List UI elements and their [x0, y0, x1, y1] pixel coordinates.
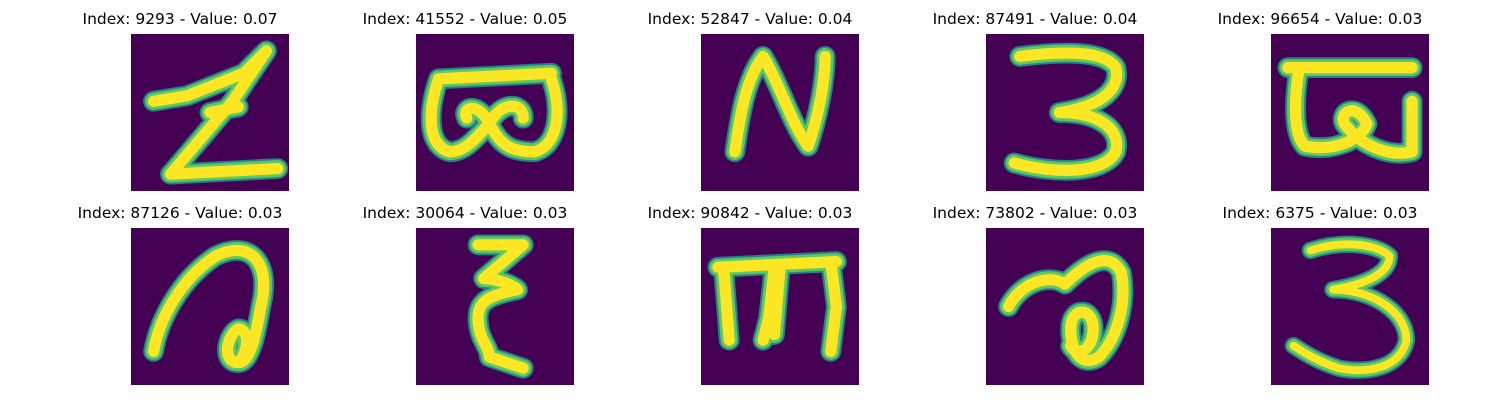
image-panel: Index: 52847 - Value: 0.04 [600, 0, 900, 191]
panel-title: Index: 73802 - Value: 0.03 [932, 204, 1138, 222]
panel-title: Index: 30064 - Value: 0.03 [362, 204, 568, 222]
image-panel: Index: 41552 - Value: 0.05 [315, 0, 615, 191]
panel-title: Index: 9293 - Value: 0.07 [82, 10, 278, 28]
glyph-image [701, 34, 859, 191]
glyph-image [131, 228, 289, 385]
image-panel: Index: 30064 - Value: 0.03 [315, 194, 615, 385]
image-panel: Index: 73802 - Value: 0.03 [885, 194, 1185, 385]
glyph-image [1271, 34, 1429, 191]
glyph-image [986, 228, 1144, 385]
panel-title: Index: 90842 - Value: 0.03 [647, 204, 853, 222]
glyph-image [701, 228, 859, 385]
glyph-image [986, 34, 1144, 191]
image-panel: Index: 96654 - Value: 0.03 [1170, 0, 1470, 191]
glyph-image [416, 34, 574, 191]
panel-title: Index: 52847 - Value: 0.04 [647, 10, 853, 28]
panel-title: Index: 96654 - Value: 0.03 [1217, 10, 1423, 28]
panel-title: Index: 87126 - Value: 0.03 [77, 204, 283, 222]
image-panel: Index: 90842 - Value: 0.03 [600, 194, 900, 385]
panel-title: Index: 6375 - Value: 0.03 [1222, 204, 1418, 222]
image-panel: Index: 87491 - Value: 0.04 [885, 0, 1185, 191]
image-panel: Index: 9293 - Value: 0.07 [30, 0, 330, 191]
glyph-image [131, 34, 289, 191]
image-panel: Index: 87126 - Value: 0.03 [30, 194, 330, 385]
panel-title: Index: 41552 - Value: 0.05 [362, 10, 568, 28]
glyph-image [416, 228, 574, 385]
panel-title: Index: 87491 - Value: 0.04 [932, 10, 1138, 28]
glyph-image [1271, 228, 1429, 385]
image-panel: Index: 6375 - Value: 0.03 [1170, 194, 1470, 385]
